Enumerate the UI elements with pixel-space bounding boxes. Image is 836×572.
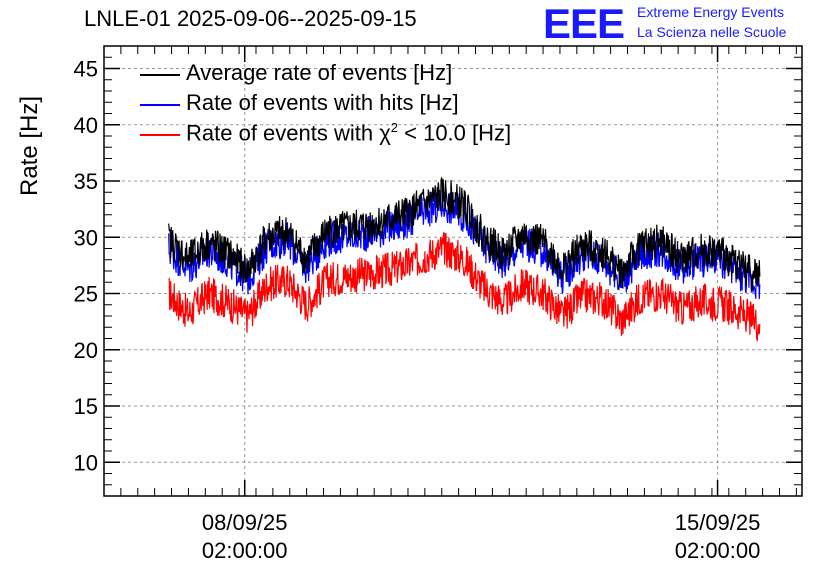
legend-chi2-post: < 10.0 [Hz] (398, 120, 512, 146)
y-tick-label: 10 (74, 450, 98, 475)
series-line-2 (168, 232, 761, 342)
legend-label-hits: Rate of events with hits [Hz] (186, 90, 459, 115)
y-tick-label: 30 (74, 225, 98, 250)
y-tick-label: 25 (74, 282, 98, 307)
logo-line-2: La Scienza nelle Scuole (637, 24, 787, 40)
x-tick-label-date: 15/09/25 (675, 510, 761, 535)
logo-line-1: Extreme Energy Events (637, 4, 785, 20)
legend-swatch-hits (140, 104, 180, 106)
chart-title: LNLE-01 2025-09-06--2025-09-15 (84, 6, 417, 31)
y-tick-label: 20 (74, 338, 98, 363)
x-tick-label-time: 02:00:00 (202, 538, 288, 563)
y-tick-label: 35 (74, 169, 98, 194)
eee-logo: EEE (543, 0, 625, 47)
legend-label-chi2: Rate of events with χ2 < 10.0 [Hz] (186, 120, 511, 146)
legend-chi2-pre: Rate of events with (186, 120, 380, 146)
legend-chi2-symbol: χ (379, 120, 391, 146)
legend-chi2-sup: 2 (390, 120, 399, 135)
x-tick-label-time: 02:00:00 (675, 538, 761, 563)
x-tick-label-date: 08/09/25 (202, 510, 288, 535)
y-axis-label: Rate [Hz] (16, 95, 43, 197)
series-line-0 (168, 176, 761, 291)
legend-label-average: Average rate of events [Hz] (186, 60, 453, 85)
y-tick-label: 15 (74, 394, 98, 419)
legend-swatch-average (140, 74, 180, 76)
y-tick-label: 45 (74, 57, 98, 82)
legend-swatch-chi2 (140, 134, 180, 136)
y-tick-label: 40 (74, 113, 98, 138)
